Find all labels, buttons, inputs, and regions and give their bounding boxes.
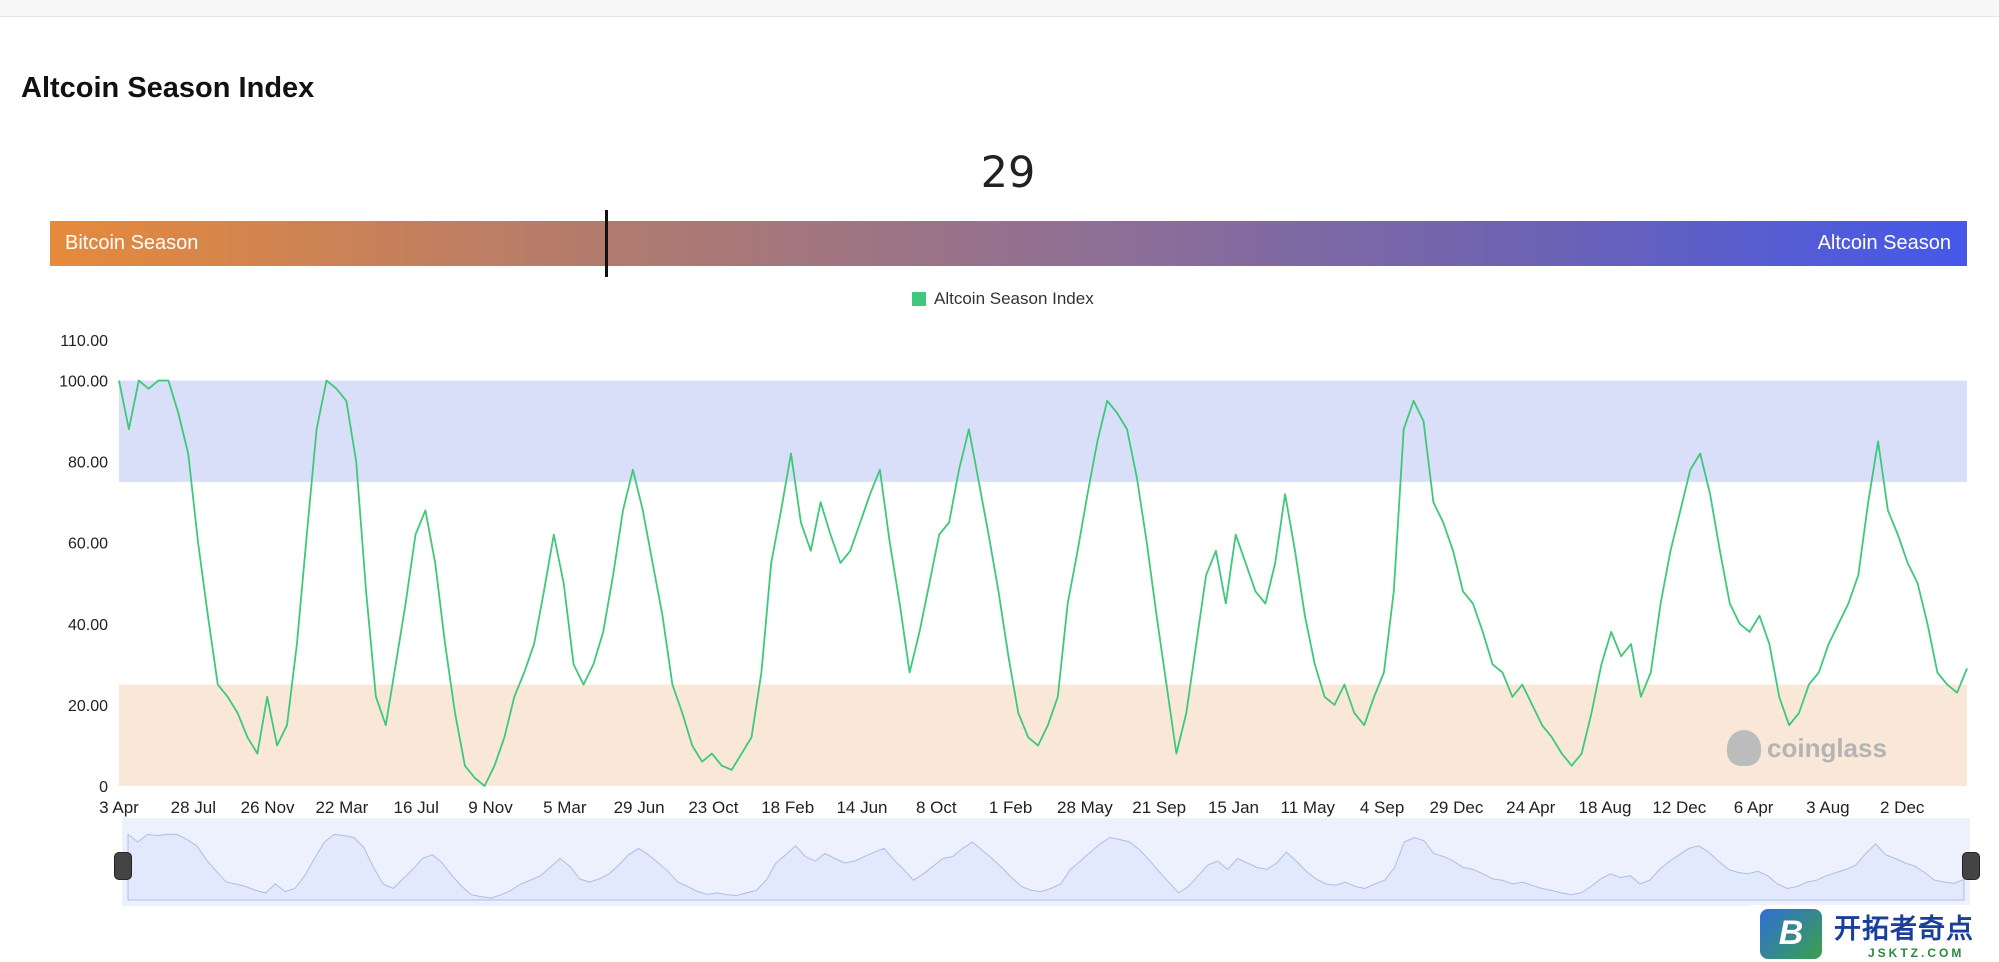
x-tick-label: 23 Oct <box>688 798 738 817</box>
x-tick-label: 24 Apr <box>1506 798 1555 817</box>
x-tick-label: 29 Jun <box>614 798 665 817</box>
y-tick-label: 100.00 <box>59 374 108 391</box>
x-tick-label: 14 Jun <box>836 798 887 817</box>
x-tick-label: 5 Mar <box>543 798 587 817</box>
coinglass-watermark: coinglass <box>1727 730 1887 766</box>
x-tick-label: 15 Jan <box>1208 798 1259 817</box>
navigator-left-handle[interactable] <box>114 852 132 880</box>
x-tick-label: 3 Apr <box>99 798 139 817</box>
x-tick-label: 28 May <box>1057 798 1113 817</box>
y-tick-label: 20.00 <box>68 698 108 715</box>
x-tick-label: 12 Dec <box>1652 798 1706 817</box>
top-bar <box>0 0 1999 17</box>
y-tick-label: 0 <box>99 779 108 796</box>
site-badge[interactable]: B 开拓者奇点 JSKTZ.COM <box>1750 905 1999 962</box>
x-tick-label: 1 Feb <box>989 798 1032 817</box>
x-tick-label: 18 Feb <box>761 798 814 817</box>
x-tick-label: 16 Jul <box>394 798 439 817</box>
page-title: Altcoin Season Index <box>21 72 315 104</box>
x-tick-label: 18 Aug <box>1579 798 1632 817</box>
x-tick-label: 22 Mar <box>315 798 368 817</box>
y-tick-label: 60.00 <box>68 536 108 553</box>
current-value-marker <box>604 210 608 277</box>
navigator-right-handle[interactable] <box>1962 852 1980 880</box>
x-tick-label: 8 Oct <box>916 798 957 817</box>
x-tick-label: 26 Nov <box>241 798 295 817</box>
x-tick-label: 28 Jul <box>171 798 216 817</box>
x-tick-label: 6 Apr <box>1734 798 1774 817</box>
bitcoin-season-label: Bitcoin Season <box>65 232 199 254</box>
legend-swatch <box>912 292 926 306</box>
series-line-altcoin-season-index <box>118 379 1968 787</box>
altcoin-season-band <box>119 380 1967 482</box>
watermark-text: coinglass <box>1767 732 1887 763</box>
x-tick-label: 4 Sep <box>1360 798 1404 817</box>
y-tick-label: 80.00 <box>68 455 108 472</box>
x-tick-label: 11 May <box>1281 798 1336 817</box>
x-tick-label: 3 Aug <box>1806 798 1850 817</box>
x-tick-label: 9 Nov <box>468 798 513 817</box>
chart-legend[interactable]: Altcoin Season Index <box>912 289 1094 309</box>
x-tick-label: 29 Dec <box>1429 798 1483 817</box>
x-tick-label: 21 Sep <box>1132 798 1186 817</box>
legend-label: Altcoin Season Index <box>934 289 1094 308</box>
current-index-value: 29 <box>980 148 1036 198</box>
y-tick-label: 40.00 <box>68 617 108 634</box>
coinglass-logo-icon <box>1727 730 1761 766</box>
navigator-area <box>127 833 1965 901</box>
site-name: 开拓者奇点 <box>1834 914 1974 944</box>
y-tick-label: 110.00 <box>60 333 108 350</box>
site-url: JSKTZ.COM <box>1868 946 1965 960</box>
site-logo-icon: B <box>1760 908 1822 959</box>
x-tick-label: 2 Dec <box>1880 798 1925 817</box>
season-gradient-bar: Bitcoin Season Altcoin Season <box>50 221 1967 266</box>
altcoin-season-label: Altcoin Season <box>1817 232 1951 254</box>
